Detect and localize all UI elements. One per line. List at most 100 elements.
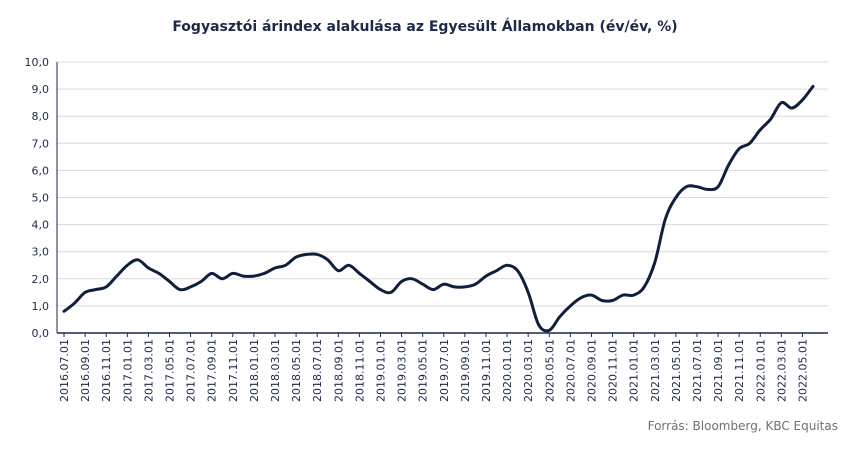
y-tick-label: 0,0 <box>32 327 50 340</box>
data-point <box>442 283 445 286</box>
x-tick-label: 2019.11.01 <box>480 339 493 402</box>
source-note: Forrás: Bloomberg, KBC Equitas <box>647 419 838 433</box>
series-layer <box>62 84 815 333</box>
x-tick-label: 2018.11.01 <box>353 339 366 402</box>
x-tick-label: 2022.05.01 <box>796 339 809 402</box>
data-point <box>632 293 635 297</box>
data-point <box>537 323 540 327</box>
axes <box>56 62 828 334</box>
x-tick-label: 2019.09.01 <box>459 339 472 402</box>
data-point <box>621 293 625 297</box>
data-point <box>94 288 97 291</box>
data-point <box>558 315 562 318</box>
data-point <box>569 304 572 308</box>
data-point <box>769 117 773 121</box>
x-tick-label: 2017.05.01 <box>163 339 176 402</box>
data-point <box>664 217 667 221</box>
y-tick-label: 5,0 <box>32 192 50 205</box>
data-point <box>104 285 108 289</box>
x-tick-label: 2019.03.01 <box>396 339 409 402</box>
grid-lines <box>57 61 828 307</box>
data-point <box>305 253 308 256</box>
x-tick-label: 2018.09.01 <box>332 339 345 402</box>
data-point <box>801 98 804 102</box>
data-point <box>115 274 118 278</box>
data-point <box>674 196 678 199</box>
x-tick-label: 2017.07.01 <box>185 339 198 402</box>
data-point <box>157 272 161 275</box>
chart-title: Fogyasztói árindex alakulása az Egyesült… <box>172 19 678 35</box>
y-tick-label: 6,0 <box>32 164 50 177</box>
y-tick-label: 10,0 <box>25 56 50 69</box>
y-tick-label: 9,0 <box>32 83 50 96</box>
data-point <box>590 293 593 297</box>
data-point <box>252 274 256 278</box>
y-tick-label: 1,0 <box>32 300 50 313</box>
x-tick-label: 2016.09.01 <box>79 339 92 402</box>
data-point <box>484 274 488 278</box>
data-point <box>400 280 403 283</box>
x-tick-label: 2019.01.01 <box>374 339 387 402</box>
data-point <box>315 253 319 256</box>
x-tick-label: 2022.03.01 <box>775 339 788 402</box>
x-tick-label: 2018.05.01 <box>290 339 303 402</box>
data-point <box>643 285 646 289</box>
data-point <box>83 291 87 294</box>
data-point <box>463 285 467 289</box>
data-point <box>210 272 213 275</box>
data-point <box>548 329 551 332</box>
data-point <box>242 274 245 278</box>
data-point <box>178 288 182 291</box>
x-tick-label: 2021.05.01 <box>670 339 683 402</box>
data-point <box>189 285 192 289</box>
data-point <box>410 277 414 280</box>
data-point <box>273 266 277 270</box>
data-point <box>389 291 393 294</box>
data-point <box>263 272 266 275</box>
y-tick-label: 2,0 <box>32 273 50 286</box>
data-point <box>326 258 329 262</box>
data-point <box>526 291 530 294</box>
y-tick-labels: 0,0 1,0 2,0 3,0 4,0 5,0 6,0 7,0 8,0 9,0 10,0 <box>25 56 50 340</box>
data-point <box>421 283 424 286</box>
y-tick-label: 7,0 <box>32 137 50 150</box>
x-tick-label: 2021.03.01 <box>649 339 662 402</box>
y-tick-label: 3,0 <box>32 246 50 259</box>
x-tick-label: 2020.01.01 <box>501 339 514 402</box>
data-point <box>453 285 456 289</box>
data-point <box>695 185 699 188</box>
data-point <box>727 163 730 167</box>
x-tick-label: 2018.07.01 <box>311 339 324 402</box>
data-point <box>495 269 498 272</box>
x-tick-label: 2018.03.01 <box>269 339 282 402</box>
data-point <box>474 283 477 286</box>
data-point <box>358 272 361 275</box>
x-tick-label: 2021.11.01 <box>733 339 746 402</box>
x-tick-labels: 2016.07.01 2016.09.01 2016.11.01 2017.01.01… <box>58 333 809 402</box>
x-tick-label: 2016.11.01 <box>100 339 113 402</box>
x-tick-label: 2021.07.01 <box>691 339 704 402</box>
y-tick-label: 4,0 <box>32 219 50 232</box>
data-point <box>516 269 519 272</box>
data-point <box>653 261 656 264</box>
data-point <box>748 142 751 145</box>
data-point <box>337 269 340 272</box>
data-point <box>231 272 234 275</box>
x-tick-label: 2019.05.01 <box>417 339 430 402</box>
x-tick-label: 2017.11.01 <box>227 339 240 402</box>
data-point <box>780 101 783 104</box>
data-point <box>579 296 583 299</box>
x-tick-label: 2018.01.01 <box>248 339 261 402</box>
data-point <box>790 106 794 110</box>
x-tick-label: 2020.11.01 <box>607 339 620 402</box>
data-point <box>685 185 688 188</box>
x-tick-label: 2020.05.01 <box>543 339 556 402</box>
data-point <box>147 266 150 270</box>
y-tick-label: 8,0 <box>32 110 50 123</box>
data-point <box>294 255 298 259</box>
x-tick-label: 2021.01.01 <box>628 339 641 402</box>
x-tick-label: 2020.07.01 <box>564 339 577 402</box>
data-point <box>126 264 129 267</box>
data-point <box>347 264 351 267</box>
